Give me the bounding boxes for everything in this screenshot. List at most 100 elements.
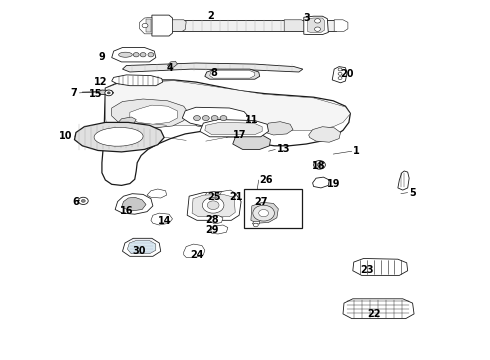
Polygon shape xyxy=(98,90,114,95)
Text: 1: 1 xyxy=(353,146,360,156)
Polygon shape xyxy=(304,16,328,35)
Polygon shape xyxy=(194,114,229,128)
Circle shape xyxy=(211,116,218,121)
Polygon shape xyxy=(211,225,228,234)
Text: 21: 21 xyxy=(229,192,243,202)
Polygon shape xyxy=(140,17,152,34)
Circle shape xyxy=(148,53,154,57)
Polygon shape xyxy=(122,63,303,72)
Circle shape xyxy=(142,23,148,28)
Polygon shape xyxy=(151,213,172,225)
Circle shape xyxy=(315,27,320,31)
Polygon shape xyxy=(334,20,348,31)
Polygon shape xyxy=(147,189,167,198)
Text: 3: 3 xyxy=(304,13,311,23)
Text: 2: 2 xyxy=(207,11,214,21)
Polygon shape xyxy=(210,70,255,78)
Polygon shape xyxy=(308,18,324,32)
Text: 26: 26 xyxy=(260,175,273,185)
Polygon shape xyxy=(398,171,409,190)
Polygon shape xyxy=(152,15,172,36)
Text: 29: 29 xyxy=(205,225,219,235)
Polygon shape xyxy=(112,48,156,62)
Bar xyxy=(244,189,302,228)
Polygon shape xyxy=(182,107,249,127)
Text: 24: 24 xyxy=(190,250,204,260)
Circle shape xyxy=(338,77,342,80)
Text: 15: 15 xyxy=(89,89,103,99)
Circle shape xyxy=(202,197,224,213)
Text: 20: 20 xyxy=(341,69,354,79)
Polygon shape xyxy=(112,99,189,128)
Polygon shape xyxy=(130,105,177,124)
Polygon shape xyxy=(102,80,350,185)
Text: 13: 13 xyxy=(277,144,291,154)
Text: 28: 28 xyxy=(205,215,219,225)
Text: 14: 14 xyxy=(158,216,172,226)
Circle shape xyxy=(105,90,113,96)
Polygon shape xyxy=(105,81,350,146)
Ellipse shape xyxy=(119,52,132,57)
Polygon shape xyxy=(284,20,308,31)
Circle shape xyxy=(253,205,274,221)
Text: 17: 17 xyxy=(233,130,246,140)
Circle shape xyxy=(194,116,200,121)
Text: 6: 6 xyxy=(73,197,79,207)
Polygon shape xyxy=(184,244,205,257)
Polygon shape xyxy=(205,122,262,135)
Text: 22: 22 xyxy=(368,309,381,319)
Circle shape xyxy=(78,197,88,204)
Text: 23: 23 xyxy=(360,265,374,275)
Circle shape xyxy=(317,163,322,167)
Polygon shape xyxy=(146,19,151,32)
Ellipse shape xyxy=(94,127,143,146)
Text: 30: 30 xyxy=(132,246,146,256)
Polygon shape xyxy=(172,20,186,31)
Circle shape xyxy=(253,223,258,227)
Polygon shape xyxy=(313,177,329,188)
Text: 12: 12 xyxy=(94,77,108,87)
Polygon shape xyxy=(233,134,270,149)
Polygon shape xyxy=(208,215,223,224)
Polygon shape xyxy=(118,117,136,126)
Polygon shape xyxy=(127,240,156,254)
Polygon shape xyxy=(205,192,220,200)
Text: 8: 8 xyxy=(211,68,218,78)
Polygon shape xyxy=(168,61,177,68)
Polygon shape xyxy=(122,238,161,256)
Polygon shape xyxy=(309,127,341,142)
Text: 10: 10 xyxy=(59,131,73,141)
Polygon shape xyxy=(332,67,347,83)
Polygon shape xyxy=(205,69,260,79)
Circle shape xyxy=(259,210,269,217)
Text: 11: 11 xyxy=(245,114,259,125)
Circle shape xyxy=(220,116,227,121)
Polygon shape xyxy=(200,120,269,137)
Circle shape xyxy=(338,72,342,75)
Text: 18: 18 xyxy=(312,161,326,171)
Text: 16: 16 xyxy=(120,206,133,216)
Polygon shape xyxy=(252,221,260,224)
Text: 27: 27 xyxy=(254,197,268,207)
Polygon shape xyxy=(115,194,153,214)
Polygon shape xyxy=(187,192,241,220)
Circle shape xyxy=(315,19,320,23)
Text: 25: 25 xyxy=(207,192,220,202)
Polygon shape xyxy=(122,197,146,211)
Circle shape xyxy=(314,161,325,169)
Text: 19: 19 xyxy=(327,179,341,189)
Text: 9: 9 xyxy=(98,51,105,62)
Circle shape xyxy=(338,68,342,71)
Polygon shape xyxy=(192,194,235,217)
Text: 4: 4 xyxy=(167,63,173,73)
Circle shape xyxy=(202,116,209,121)
Text: 7: 7 xyxy=(71,88,77,98)
Circle shape xyxy=(107,92,110,94)
Circle shape xyxy=(140,53,146,57)
Polygon shape xyxy=(74,122,164,152)
Circle shape xyxy=(133,53,139,57)
Polygon shape xyxy=(162,20,336,31)
Polygon shape xyxy=(251,202,278,223)
Polygon shape xyxy=(265,122,293,135)
Polygon shape xyxy=(220,190,236,200)
